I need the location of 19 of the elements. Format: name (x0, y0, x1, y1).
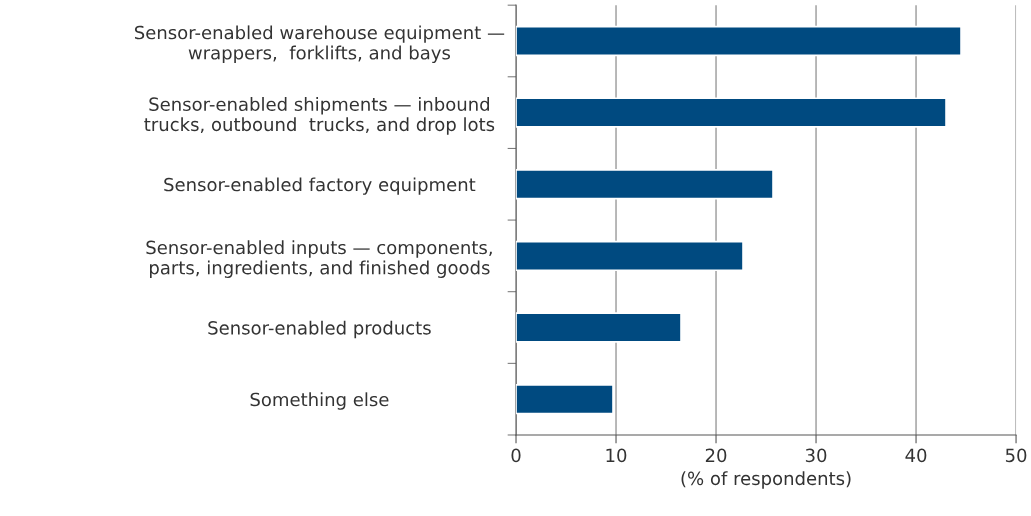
y-tick-label: Sensor-enabled factory equipment (164, 177, 476, 195)
bar (516, 312, 682, 343)
y-tick-label: Sensor-enabled inputs — components, parts, ingredients, and finished goods (146, 240, 492, 278)
x-tick-label: 30 (805, 448, 827, 463)
y-tick-label: Sensor-enabled shipments — inbound trucks, outbound trucks, and drop lots (144, 97, 495, 135)
bar (516, 384, 614, 415)
bar (516, 97, 947, 128)
y-tick-label: Sensor-enabled warehouse equipment — wrappers, forklifts, and bays (134, 25, 505, 64)
x-tick-label: 40 (905, 448, 927, 463)
x-tick-label: 0 (511, 448, 521, 463)
bar (516, 25, 962, 57)
x-tick-label: 20 (705, 448, 727, 463)
bar (516, 169, 774, 200)
y-tick-label: Sensor-enabled products (208, 320, 431, 339)
bar (516, 240, 744, 272)
y-tick-label: Something else (250, 392, 389, 410)
x-axis-title: (% of respondents) (681, 471, 851, 489)
x-tick-label: 50 (1005, 448, 1027, 463)
x-tick-label: 10 (606, 448, 627, 463)
